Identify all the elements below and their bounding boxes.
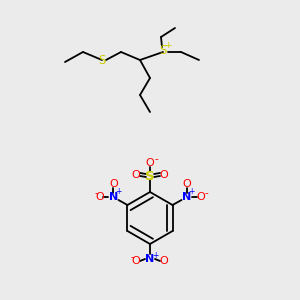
Text: O: O [196,192,205,202]
Text: O: O [160,256,168,266]
Text: -: - [94,188,98,198]
Text: +: + [115,188,122,196]
Text: -: - [130,252,134,262]
Text: +: + [188,188,195,196]
Text: S: S [98,53,106,67]
Text: O: O [160,170,168,180]
Text: +: + [152,250,158,260]
Text: O: O [95,192,104,202]
Text: S: S [159,44,167,58]
Text: N: N [182,192,191,202]
Text: O: O [109,179,118,189]
Text: -: - [205,188,208,198]
Text: O: O [132,170,140,180]
Text: -: - [154,154,158,164]
Text: S: S [145,169,155,182]
Text: +: + [164,40,172,50]
Text: O: O [182,179,191,189]
Text: O: O [132,256,140,266]
Text: N: N [109,192,118,202]
Text: O: O [146,158,154,168]
Text: N: N [146,254,154,264]
